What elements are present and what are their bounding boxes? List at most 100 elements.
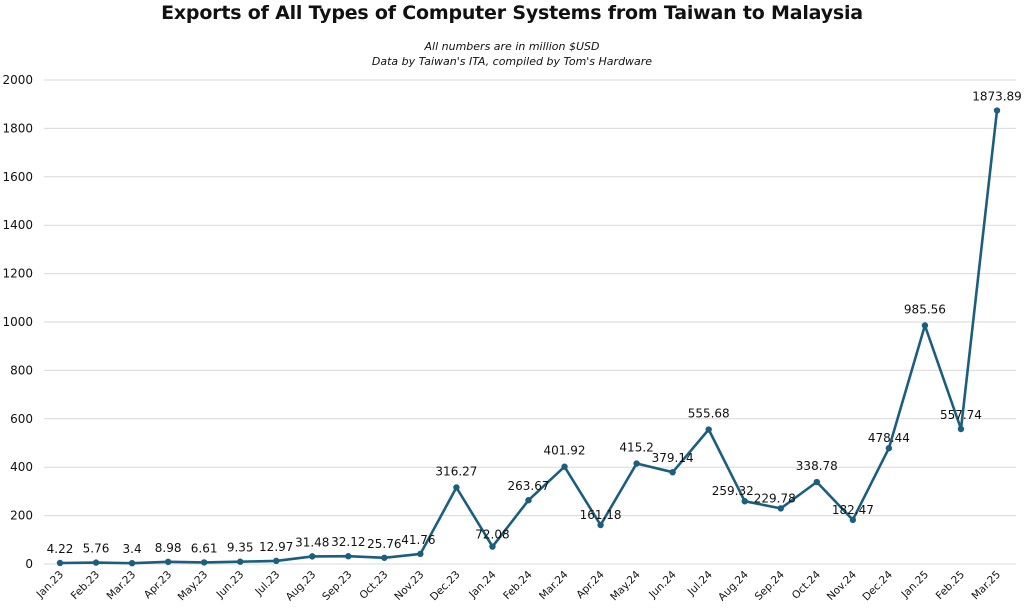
data-point [273, 557, 280, 565]
data-label: 478.44 [868, 431, 910, 445]
data-label: 9.35 [227, 541, 254, 555]
data-label: 32.12 [331, 535, 365, 549]
x-tick-label: Feb.25 [934, 569, 967, 602]
data-point [453, 484, 460, 491]
data-label: 229.78 [754, 491, 796, 505]
y-tick-label: 2000 [2, 73, 33, 87]
x-tick-label: Jul.24 [685, 568, 715, 598]
x-tick-label: Aug.24 [716, 568, 751, 603]
data-point [381, 554, 388, 561]
data-label: 263.67 [508, 479, 550, 493]
x-tick-label: Jun.23 [214, 569, 247, 602]
data-point [993, 107, 1001, 114]
x-tick-label: Nov.24 [825, 568, 859, 602]
y-tick-label: 0 [25, 557, 33, 571]
data-label: 415.2 [619, 441, 653, 455]
x-tick-label: Dec.23 [428, 569, 463, 604]
data-label: 72.08 [475, 528, 509, 542]
data-label: 379.14 [652, 451, 694, 465]
data-label: 1873.89 [972, 90, 1022, 104]
y-tick-label: 200 [10, 509, 33, 523]
y-tick-label: 400 [10, 460, 33, 474]
data-point [597, 521, 604, 529]
x-tick-label: Sep.24 [753, 568, 788, 603]
series-line [59, 110, 999, 565]
y-tick-label: 800 [10, 363, 33, 377]
data-point [561, 463, 568, 470]
data-point [741, 498, 748, 505]
x-tick-label: Aug.23 [284, 569, 319, 604]
x-tick-label: May.24 [608, 568, 643, 603]
x-tick-label: Jan.23 [34, 569, 66, 601]
data-point [921, 322, 929, 329]
chart-subtitle-source: Data by Taiwan's ITA, compiled by Tom's … [371, 55, 653, 68]
data-label: 401.92 [544, 444, 586, 458]
data-series [56, 107, 1001, 567]
data-point [669, 469, 676, 476]
data-label: 41.76 [401, 533, 435, 547]
data-point [236, 558, 244, 565]
data-label: 31.48 [295, 535, 329, 549]
x-axis: Jan.23 Feb.23 Mar.23 Apr.23 May.23 Jun.23 Jul.… [34, 568, 1003, 603]
data-point [705, 426, 712, 433]
chart-subtitle-units: All numbers are in million $USD [424, 40, 600, 53]
chart-title: Exports of All Types of Computer Systems… [161, 2, 863, 24]
data-point [56, 559, 64, 567]
data-label: 4.22 [47, 542, 74, 556]
x-tick-label: Oct.24 [790, 568, 823, 601]
data-label: 12.97 [259, 540, 293, 554]
y-tick-label: 600 [10, 412, 33, 426]
x-tick-label: Dec.24 [860, 568, 895, 603]
data-label: 161.18 [580, 508, 622, 522]
data-point [128, 559, 136, 567]
data-point [345, 553, 352, 560]
data-label: 316.27 [435, 464, 477, 478]
x-tick-label: Nov.23 [392, 569, 426, 603]
x-tick-label: Feb.24 [501, 568, 535, 602]
x-tick-label: May.23 [176, 569, 211, 604]
y-tick-label: 1400 [2, 218, 33, 232]
data-point [957, 425, 965, 433]
data-labels: 4.22 5.76 3.4 8.98 6.61 9.35 12.97 31.48 32.12 25… [47, 90, 1022, 557]
data-label: 5.76 [83, 542, 110, 556]
x-tick-label: Jun.24 [646, 568, 679, 601]
data-label: 555.68 [688, 407, 730, 421]
data-label: 182.47 [832, 503, 874, 517]
data-point [885, 445, 893, 452]
x-tick-label: Feb.23 [69, 569, 102, 602]
data-point [849, 516, 857, 524]
y-tick-label: 1000 [2, 315, 33, 329]
data-point [633, 460, 640, 467]
data-point [164, 558, 172, 566]
y-tick-label: 1200 [2, 267, 33, 281]
x-tick-label: Apr.24 [574, 568, 607, 601]
data-point [525, 496, 532, 504]
y-tick-label: 1800 [2, 121, 33, 135]
data-point [777, 505, 784, 512]
data-point [417, 550, 424, 558]
x-tick-label: Jan.24 [466, 568, 499, 601]
x-tick-label: Apr.23 [142, 569, 174, 601]
x-tick-label: Jul.23 [252, 569, 282, 599]
data-label: 557.74 [940, 408, 982, 422]
data-label: 25.76 [367, 537, 401, 551]
x-tick-label: Mar.24 [537, 568, 571, 602]
x-tick-label: Mar.23 [105, 569, 139, 603]
x-tick-label: Oct.23 [357, 569, 390, 602]
data-label: 259.32 [712, 484, 754, 498]
x-tick-label: Mar.25 [970, 569, 1004, 603]
x-tick-label: Jan.25 [899, 569, 931, 601]
x-tick-label: Sep.23 [320, 569, 354, 603]
data-point [813, 478, 821, 486]
data-label: 338.78 [796, 459, 838, 473]
data-label: 3.4 [123, 542, 142, 556]
data-label: 8.98 [155, 541, 182, 555]
data-point [309, 553, 316, 560]
data-point [489, 543, 496, 550]
data-point [92, 559, 100, 566]
y-axis: 0 200 400 600 800 1000 1200 1400 1600 1800 2000 [2, 73, 33, 571]
data-point [200, 559, 208, 566]
y-tick-label: 1600 [2, 170, 33, 184]
data-label: 6.61 [191, 541, 218, 555]
